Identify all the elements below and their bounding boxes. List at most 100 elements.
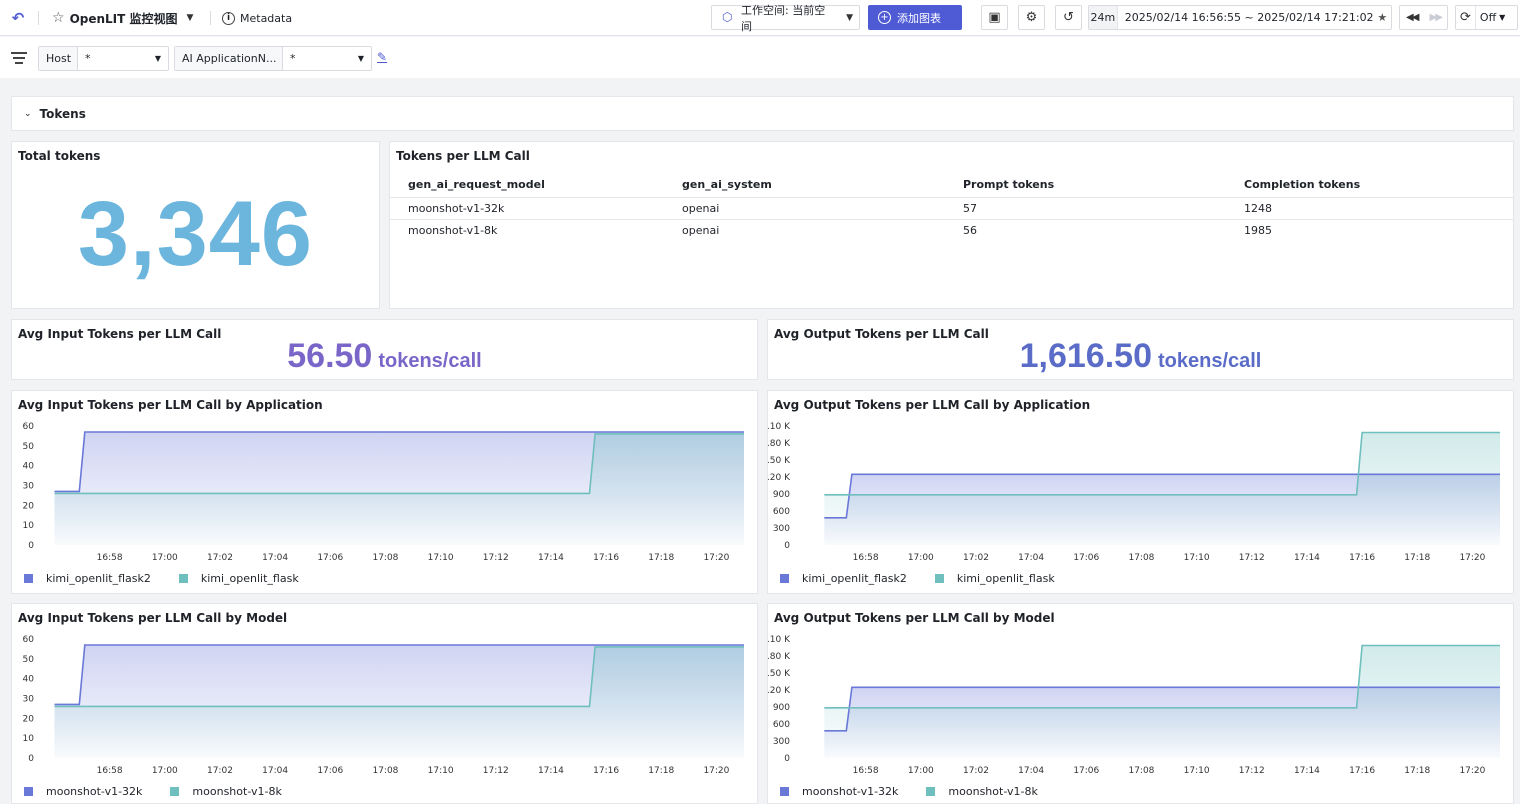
x-tick-label: 17:06 (1073, 553, 1099, 563)
auto-refresh-control[interactable]: ⟳ Off ▼ (1455, 5, 1518, 30)
history-icon[interactable]: ↺ (1055, 5, 1082, 30)
legend-item[interactable]: kimi_openlit_flask2 (24, 572, 151, 585)
quick-range-badge[interactable]: 24m (1089, 6, 1118, 29)
refresh-interval-select[interactable]: Off ▼ (1474, 6, 1505, 29)
legend-label: moonshot-v1-8k (192, 785, 282, 798)
legend-item[interactable]: kimi_openlit_flask2 (780, 572, 907, 585)
top-toolbar: ↶ ☆ OpenLIT 监控视图 ▼ i Metadata ⬡ 工作空间: 当前… (0, 0, 1520, 36)
dashboard-title-selector[interactable]: ☆ OpenLIT 监控视图 ▼ (52, 8, 193, 28)
legend-item[interactable]: moonshot-v1-32k (24, 785, 142, 798)
y-tick-label: 1.50 K (768, 456, 791, 466)
filter-application: AI ApplicationN... * ▼ (174, 46, 372, 71)
legend-item[interactable]: moonshot-v1-8k (926, 785, 1038, 798)
legend-label: moonshot-v1-32k (46, 785, 143, 798)
x-tick-label: 17:08 (372, 553, 398, 563)
y-tick-label: 60 (23, 635, 35, 645)
x-tick-label: 17:08 (372, 766, 398, 776)
chevron-down-icon: ▼ (846, 12, 853, 23)
dashboard-title: OpenLIT 监控视图 (69, 11, 178, 26)
panel-title: Total tokens (18, 149, 101, 163)
line-chart: 0 10 20 30 40 50 60 16:58 17:00 17:02 17:04 17:06 17… (23, 422, 745, 563)
column-header[interactable]: gen_ai_request_model (390, 173, 664, 198)
column-header[interactable]: Prompt tokens (945, 173, 1226, 198)
panel-title: Tokens per LLM Call (396, 149, 530, 163)
application-select[interactable]: * ▼ (283, 47, 371, 70)
filter-host: Host * ▼ (38, 46, 169, 71)
x-tick-label: 17:12 (483, 766, 509, 776)
filter-icon[interactable] (11, 52, 27, 64)
table-cell: 57 (945, 197, 1226, 220)
x-tick-label: 17:18 (1404, 553, 1430, 563)
y-tick-label: 0 (28, 754, 34, 764)
filter-value: * (85, 52, 91, 65)
table-cell: moonshot-v1-32k (390, 197, 664, 220)
x-tick-label: 17:20 (1459, 553, 1485, 563)
plus-icon: + (878, 11, 891, 24)
star-icon[interactable]: ☆ (52, 10, 65, 26)
legend-swatch (24, 787, 33, 796)
legend-item[interactable]: kimi_openlit_flask (934, 572, 1055, 585)
x-tick-label: 16:58 (853, 766, 879, 776)
monitor-icon[interactable]: ▣ (981, 5, 1008, 30)
panel-avg-input-tokens: Avg Input Tokens per LLM Call 56.50 token… (11, 319, 758, 380)
series-line[interactable] (824, 644, 1500, 709)
series-area (824, 432, 1500, 545)
forward-icon[interactable]: ▶▶ (1429, 12, 1443, 23)
series-line[interactable] (54, 646, 745, 708)
legend-label: kimi_openlit_flask2 (802, 572, 907, 585)
x-tick-label: 17:00 (152, 553, 178, 563)
y-tick-label: 300 (773, 737, 790, 747)
y-tick-label: 1.80 K (768, 652, 791, 662)
series-line[interactable] (54, 433, 745, 495)
legend-swatch (178, 574, 188, 583)
x-tick-label: 17:16 (1349, 553, 1375, 563)
rewind-icon[interactable]: ◀◀ (1406, 12, 1419, 23)
x-tick-label: 17:14 (1294, 553, 1320, 563)
y-tick-label: 600 (773, 507, 790, 517)
series-line[interactable] (824, 686, 1500, 732)
legend-item[interactable]: kimi_openlit_flask (178, 572, 299, 585)
table-cell: 56 (963, 223, 977, 237)
series-line[interactable] (824, 473, 1500, 519)
metadata-button[interactable]: i Metadata (222, 8, 292, 28)
refresh-icon[interactable]: ⟳ (1460, 10, 1471, 25)
y-tick-label: 1.50 K (768, 669, 791, 679)
legend-item[interactable]: moonshot-v1-32k (780, 785, 898, 798)
y-tick-label: 20 (23, 501, 35, 511)
time-range-text[interactable]: 2025/02/14 16:56:55 ~ 2025/02/14 17:21:0… (1124, 11, 1374, 24)
x-tick-label: 17:20 (703, 766, 729, 776)
workspace-select[interactable]: ⬡ 工作空间: 当前空间 ▼ (711, 4, 860, 33)
series-area (54, 433, 744, 545)
column-header[interactable]: Completion tokens (1226, 173, 1513, 198)
stat-display: 56.50 tokens/call (12, 337, 757, 376)
column-header[interactable]: gen_ai_system (664, 173, 945, 198)
workspace-label: 工作空间: 当前空间 (741, 3, 826, 33)
x-tick-label: 17:12 (1239, 553, 1265, 563)
pin-icon[interactable]: ★ (1377, 11, 1388, 24)
time-range-picker[interactable]: 24m 2025/02/14 16:56:55 ~ 2025/02/14 17:… (1088, 5, 1392, 30)
y-tick-label: 900 (773, 490, 790, 500)
x-tick-label: 17:16 (1349, 766, 1375, 776)
panel-title: Avg Input Tokens per LLM Call (18, 327, 222, 341)
edit-pencil-icon[interactable]: ✎ (377, 50, 388, 64)
row-toggle[interactable]: ⌄ Tokens (24, 107, 86, 121)
series-area (824, 645, 1500, 758)
back-icon[interactable]: ↶ (11, 9, 25, 27)
panel-input-by-application: Avg Input Tokens per LLM Call by Applica… (11, 390, 758, 594)
host-select[interactable]: * ▼ (78, 47, 168, 70)
x-tick-label: 17:12 (483, 553, 509, 563)
series-line[interactable] (824, 431, 1500, 496)
chart-legend: moonshot-v1-32k moonshot-v1-8k (780, 785, 1038, 798)
x-tick-label: 16:58 (97, 553, 123, 563)
add-chart-button[interactable]: + 添加图表 (868, 5, 962, 30)
series-line[interactable] (54, 431, 745, 493)
legend-item[interactable]: moonshot-v1-8k (170, 785, 282, 798)
row-header-tokens[interactable]: ⌄ Tokens (11, 96, 1514, 131)
y-tick-label: 40 (23, 675, 35, 685)
panel-input-by-model: Avg Input Tokens per LLM Call by Model 0… (11, 603, 758, 804)
series-line[interactable] (54, 644, 745, 706)
panel-tokens-table: Tokens per LLM Call gen_ai_request_model… (389, 141, 1514, 309)
x-tick-label: 17:20 (1459, 766, 1485, 776)
gear-icon[interactable]: ⚙ (1018, 5, 1045, 30)
table-row: moonshot-v1-32k openai 57 1248 (390, 197, 1513, 220)
